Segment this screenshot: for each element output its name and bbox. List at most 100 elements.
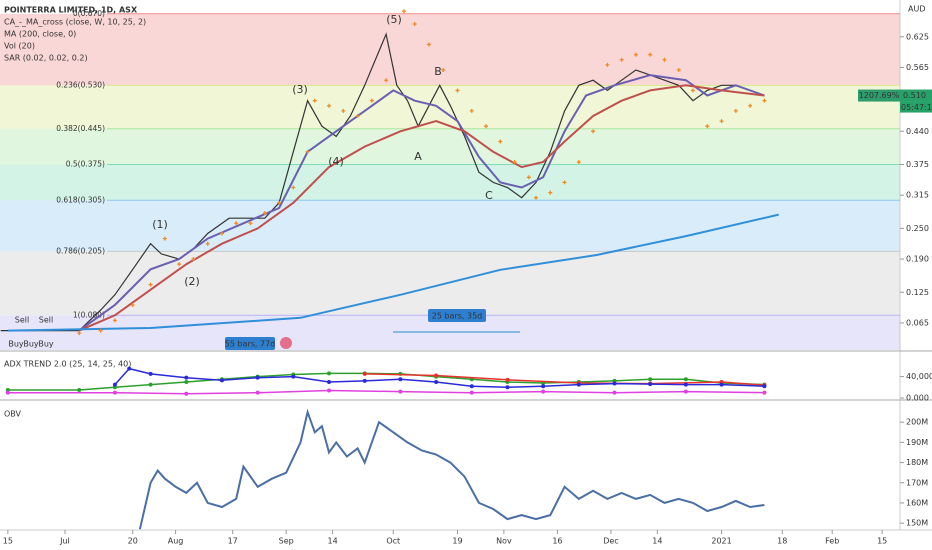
sar-marker bbox=[455, 88, 460, 93]
y-tick-label: 150M bbox=[906, 519, 928, 528]
sar-marker bbox=[705, 124, 710, 129]
pane-title: ADX TREND 2.0 (25, 14, 25, 40) bbox=[4, 360, 131, 369]
series-dot bbox=[719, 382, 724, 387]
pane: 200M 190M 180M 170M 160M 150M 15 Jul 20 Aug 17 Sep 1… bbox=[3, 408, 928, 546]
series-dot bbox=[683, 389, 688, 394]
price-label: 0.510 bbox=[903, 91, 926, 100]
x-tick-label: Oct bbox=[386, 537, 400, 546]
y-tick-label: 0.065 bbox=[906, 318, 929, 327]
series-line bbox=[7, 213, 779, 332]
sar-marker bbox=[77, 331, 82, 336]
series-dot bbox=[127, 366, 132, 371]
signal-label: Buy bbox=[23, 340, 39, 349]
sar-marker bbox=[526, 175, 531, 180]
series-dot bbox=[77, 387, 82, 392]
x-tick-label: 2021 bbox=[711, 537, 731, 546]
series-dot bbox=[648, 382, 653, 387]
series-dot bbox=[184, 379, 189, 384]
wave-label: A bbox=[414, 150, 422, 163]
series-dot bbox=[327, 388, 332, 393]
y-tick-label: 0.315 bbox=[906, 191, 929, 200]
x-tick-label: 19 bbox=[452, 537, 462, 546]
series-dot bbox=[469, 384, 474, 389]
series-dot bbox=[541, 389, 546, 394]
change-box bbox=[858, 89, 900, 102]
sar-marker bbox=[633, 52, 638, 57]
y-tick-label: 0.565 bbox=[906, 63, 929, 72]
sar-marker bbox=[277, 200, 282, 205]
series-dot bbox=[576, 382, 581, 387]
series-dot bbox=[505, 385, 510, 390]
series-dot bbox=[362, 378, 367, 383]
y-tick-label: 0.375 bbox=[906, 160, 929, 169]
sar-marker bbox=[512, 159, 517, 164]
fib-band bbox=[0, 200, 900, 252]
wave-label: (3) bbox=[292, 83, 308, 96]
fib-band bbox=[0, 164, 900, 201]
legend-entry: MA (200, close, 0) bbox=[4, 30, 76, 39]
y-tick-label: 160M bbox=[906, 498, 928, 507]
series-dot bbox=[362, 371, 367, 376]
change-label: 1207.69% bbox=[859, 91, 900, 100]
wave-label: (4) bbox=[328, 155, 344, 168]
y-tick-label: 40,000 bbox=[906, 372, 932, 381]
sar-marker bbox=[305, 149, 310, 154]
sar-marker bbox=[219, 231, 224, 236]
y-tick-label: 170M bbox=[906, 478, 928, 487]
series-dot bbox=[112, 390, 117, 395]
sar-marker bbox=[534, 195, 539, 200]
sar-marker bbox=[191, 257, 196, 262]
y-tick-label: 0.000 bbox=[906, 394, 929, 403]
x-tick-label: 16 bbox=[552, 537, 562, 546]
fib-label: 0.382(0.445) bbox=[56, 124, 105, 133]
pane: 40,000 0.000 ADX TREND 2.0 (25, 14, 25, 40… bbox=[4, 360, 932, 403]
series-dot bbox=[255, 375, 260, 380]
price-box bbox=[900, 89, 932, 102]
fib-label: 0(0.670) bbox=[73, 9, 105, 18]
sar-marker bbox=[548, 190, 553, 195]
countdown-label: 05:47:11 bbox=[901, 103, 932, 112]
legend-entry: Vol (20) bbox=[4, 42, 35, 51]
sar-marker bbox=[327, 103, 332, 108]
range-label: 25 bars, 35d bbox=[432, 312, 483, 321]
wave-label: C bbox=[485, 189, 493, 202]
sar-marker bbox=[130, 303, 135, 308]
currency: AUD bbox=[908, 5, 926, 14]
series-dot bbox=[762, 384, 767, 389]
sar-marker bbox=[498, 139, 503, 144]
fib-label: 0.618(0.305) bbox=[56, 195, 105, 204]
sar-marker bbox=[562, 180, 567, 185]
sar-marker bbox=[412, 22, 417, 27]
y-tick-label: 190M bbox=[906, 438, 928, 447]
sar-marker bbox=[691, 88, 696, 93]
series-dot bbox=[398, 377, 403, 382]
series-dot bbox=[327, 379, 332, 384]
wave-label: B bbox=[434, 65, 442, 78]
chart-title: POINTERRA LIMITED, 1D, ASX bbox=[4, 6, 138, 15]
series-dot bbox=[398, 389, 403, 394]
sar-marker bbox=[441, 68, 446, 72]
sar-marker bbox=[576, 159, 581, 164]
series-dot bbox=[683, 377, 688, 382]
sar-marker bbox=[98, 328, 103, 333]
x-tick-label: 15 bbox=[877, 537, 887, 546]
sar-marker bbox=[484, 124, 489, 129]
x-tick-label: Dec bbox=[603, 537, 618, 546]
series-dot bbox=[648, 377, 653, 382]
y-tick-label: 0.125 bbox=[906, 288, 929, 297]
sar-marker bbox=[341, 108, 346, 113]
x-tick-label: 17 bbox=[228, 537, 238, 546]
series-dot bbox=[612, 390, 617, 395]
sar-marker bbox=[591, 129, 596, 134]
x-tick-label: 15 bbox=[3, 537, 13, 546]
sar-marker bbox=[762, 98, 767, 103]
series-dot bbox=[219, 378, 224, 383]
fib-band bbox=[0, 13, 900, 86]
sar-marker bbox=[262, 211, 267, 216]
sar-marker bbox=[733, 108, 738, 113]
x-tick-label: Nov bbox=[496, 537, 512, 546]
series-dot bbox=[762, 390, 767, 395]
x-tick-label: 18 bbox=[777, 537, 787, 546]
fib-label: 0.236(0.530) bbox=[56, 80, 105, 89]
